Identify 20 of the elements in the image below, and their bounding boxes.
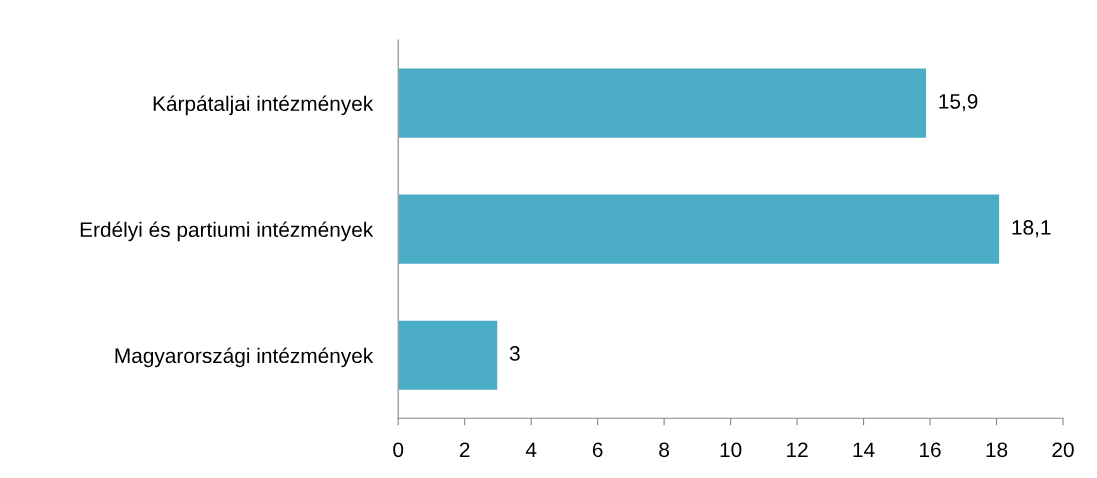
- y-tick-label: Magyarországi intézmények: [115, 347, 374, 368]
- x-tick-label: 18: [986, 442, 1008, 458]
- bar: [398, 193, 1001, 266]
- x-tick-label: 4: [525, 442, 537, 457]
- x-tick-label: 12: [787, 442, 808, 457]
- x-tick-label: 10: [720, 442, 742, 458]
- y-tick-label: Kárpátaljai intézmények: [153, 95, 374, 116]
- bar: [398, 67, 928, 140]
- bar: [398, 319, 499, 392]
- x-tick-label: 8: [659, 442, 670, 458]
- data-label: 15,9: [939, 94, 978, 112]
- y-tick-label: Erdélyi és partiumi intézmények: [80, 221, 374, 242]
- x-tick-label: 0: [393, 442, 404, 458]
- data-label: 18,1: [1012, 220, 1051, 238]
- x-tick-label: 16: [920, 442, 941, 458]
- x-tick-label: 6: [592, 442, 603, 458]
- x-tick-label: 2: [459, 442, 470, 457]
- data-label: 3: [509, 346, 520, 361]
- x-tick-label: 14: [853, 442, 875, 457]
- x-tick-label: 20: [1052, 442, 1074, 458]
